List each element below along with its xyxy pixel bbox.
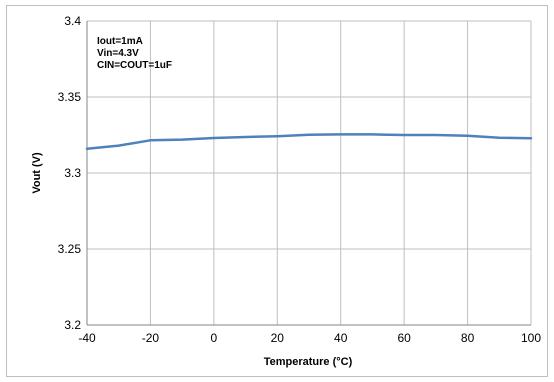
- axes: [86, 21, 531, 326]
- annotation-box: Iout=1mA Vin=4.3V CIN=COUT=1uF: [97, 36, 172, 71]
- x-tick-label: 60: [397, 331, 411, 345]
- x-tick-label: 20: [271, 331, 285, 345]
- tick-labels: 3.2 3.25 3.3 3.35 3.4 -40 -20 0 20 40 60 80 100: [58, 14, 542, 345]
- x-tick-label: 100: [521, 331, 541, 345]
- x-tick-label: 40: [334, 331, 348, 345]
- annotation-vin: Vin=4.3V: [97, 48, 139, 59]
- x-tick-label: 80: [461, 331, 475, 345]
- x-axis-title: Temperature (°C): [264, 356, 353, 368]
- y-axis-title: Vout (V): [31, 152, 43, 194]
- y-tick-label: 3.25: [58, 242, 82, 256]
- series: [85, 133, 533, 150]
- annotation-cap: CIN=COUT=1uF: [97, 60, 172, 71]
- x-tick-label: -20: [142, 331, 160, 345]
- y-tick-label: 3.3: [64, 166, 81, 180]
- y-tick-label: 3.4: [64, 14, 81, 28]
- annotation-iout: Iout=1mA: [97, 36, 143, 47]
- x-tick-label: 0: [211, 331, 218, 345]
- y-tick-label: 3.35: [58, 90, 82, 104]
- x-tick-label: -40: [78, 331, 96, 345]
- y-tick-label: 3.2: [64, 318, 81, 332]
- series-line: [85, 133, 533, 150]
